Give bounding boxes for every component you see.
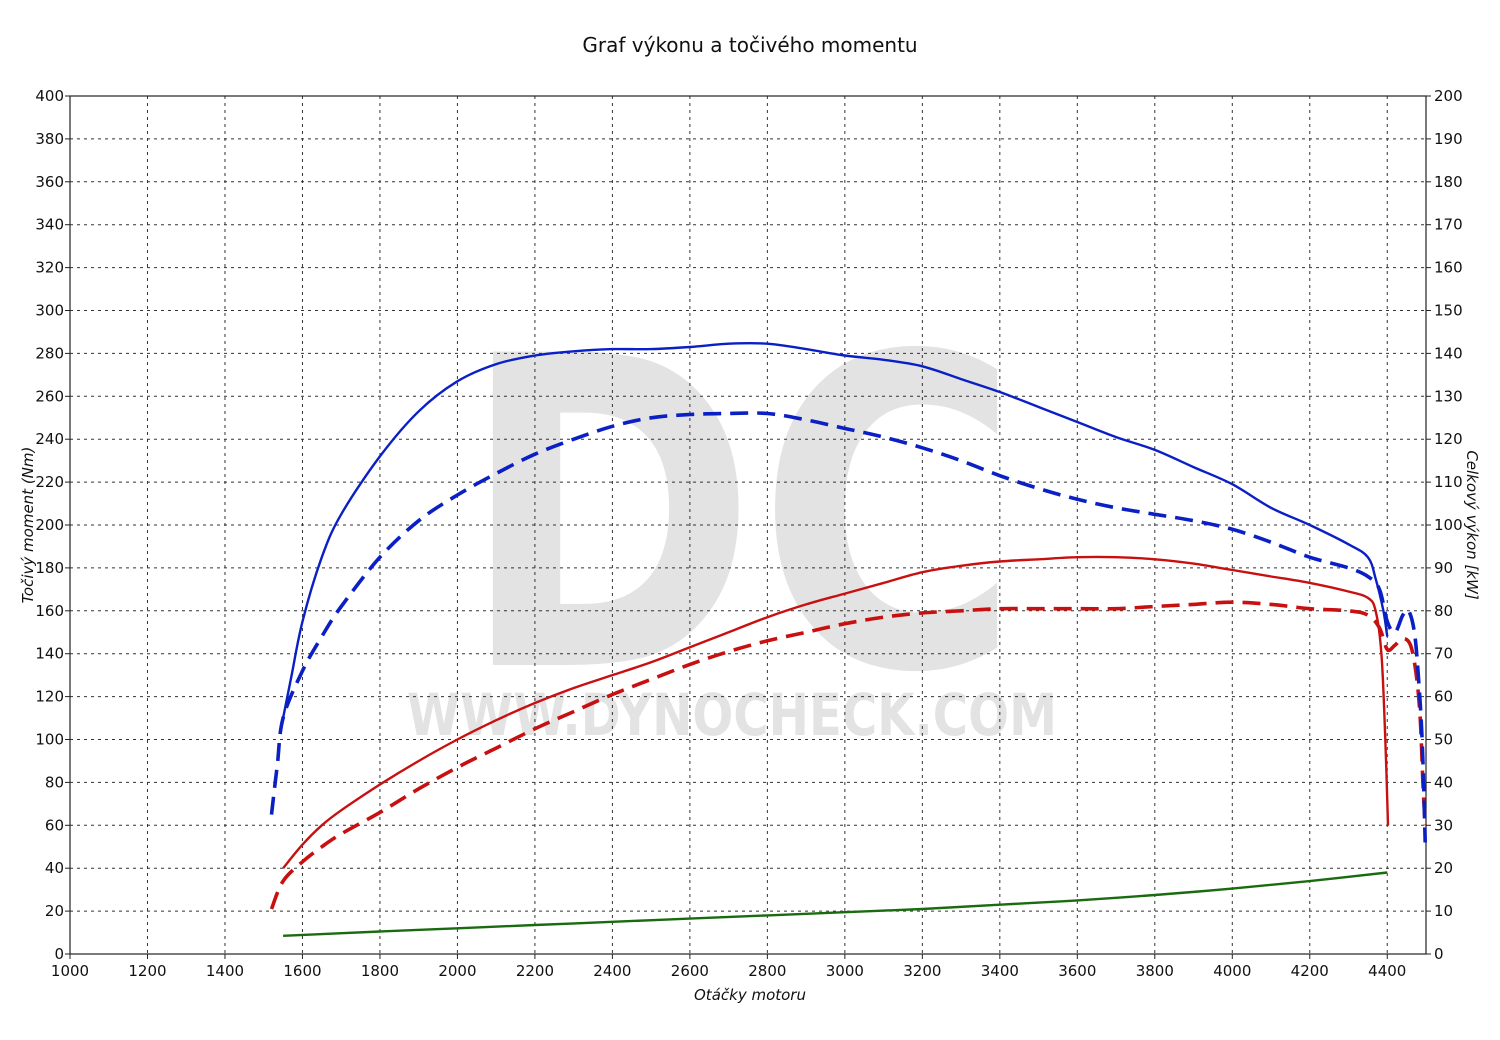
y-tick-label-left: 380	[35, 130, 64, 148]
y-tick-label-left: 200	[35, 516, 64, 534]
grid	[70, 95, 1426, 954]
y-tick-label-right: 130	[1434, 387, 1463, 405]
x-tick-label: 3800	[1136, 962, 1174, 980]
y-tick-label-left: 260	[35, 387, 64, 405]
x-tick-label: 4200	[1291, 962, 1329, 980]
y-axis-label-left: Točivý moment (Nm)	[19, 447, 37, 604]
y-tick-label-left: 160	[35, 602, 64, 620]
y-tick-label-left: 300	[35, 302, 64, 320]
y-tick-label-left: 240	[35, 430, 64, 448]
series-line-0	[281, 342, 1389, 719]
y-tick-label-left: 360	[35, 173, 64, 191]
watermark-logo: DC	[460, 267, 1020, 767]
watermark: DC WWW.DYNOCHECK.COM	[407, 267, 1057, 767]
y-tick-label-right: 150	[1434, 302, 1463, 320]
x-tick-label: 2400	[593, 962, 631, 980]
y-tick-label-right: 0	[1434, 945, 1444, 963]
x-tick-label: 2000	[438, 962, 476, 980]
y-tick-label-left: 0	[54, 945, 64, 963]
y-tick-label-right: 40	[1434, 773, 1453, 791]
y-tick-label-right: 140	[1434, 344, 1463, 362]
x-axis-label: Otáčky motoru	[694, 986, 806, 1004]
chart-title: Graf výkonu a točivého momentu	[582, 33, 917, 57]
x-tick-label: 2800	[748, 962, 786, 980]
y-tick-label-left: 220	[35, 473, 64, 491]
x-tick-label: 1000	[51, 962, 89, 980]
series-line-2	[282, 555, 1390, 869]
y-tick-label-right: 70	[1434, 645, 1453, 663]
y-tick-label-right: 60	[1434, 688, 1453, 706]
series-line-3	[269, 600, 1427, 910]
y-tick-label-left: 60	[45, 816, 64, 834]
y-tick-label-right: 20	[1434, 859, 1453, 877]
y-tick-label-right: 120	[1434, 430, 1463, 448]
x-tick-label: 4000	[1213, 962, 1251, 980]
y-tick-label-left: 180	[35, 559, 64, 577]
x-tick-label: 3000	[826, 962, 864, 980]
series-line-1	[269, 411, 1427, 843]
y-tick-label-left: 80	[45, 773, 64, 791]
y-tick-label-right: 200	[1434, 87, 1463, 105]
series-line-4	[283, 871, 1388, 937]
x-tick-label: 1400	[206, 962, 244, 980]
y-tick-label-right: 80	[1434, 602, 1453, 620]
x-tick-label: 3600	[1058, 962, 1096, 980]
x-tick-label: 1200	[128, 962, 166, 980]
y-tick-label-right: 30	[1434, 816, 1453, 834]
y-tick-label-left: 320	[35, 259, 64, 277]
x-tick-label: 4400	[1368, 962, 1406, 980]
y-tick-label-left: 340	[35, 216, 64, 234]
y-tick-label-left: 400	[35, 87, 64, 105]
y-tick-label-right: 110	[1434, 473, 1463, 491]
y-tick-label-right: 90	[1434, 559, 1453, 577]
x-tick-label: 1800	[361, 962, 399, 980]
x-ticks: 1000 1200 1400 1600 1800 2000 2200 2400 2600 2800…	[51, 954, 1406, 980]
watermark-url: WWW.DYNOCHECK.COM	[407, 681, 1057, 749]
y-ticks-left: 0 20 40 60 80 100 120 140 160 180 200 220 240 260 280 3…	[35, 87, 70, 963]
y-tick-label-right: 50	[1434, 731, 1453, 749]
x-tick-label: 3400	[981, 962, 1019, 980]
y-tick-label-left: 120	[35, 688, 64, 706]
x-tick-label: 1600	[283, 962, 321, 980]
y-tick-label-right: 190	[1434, 130, 1463, 148]
y-ticks-right: 0 10 20 30 40 50 60 70 80 90 100 110 120 130 140 150 160…	[1426, 87, 1463, 963]
y-tick-label-left: 100	[35, 731, 64, 749]
y-tick-label-right: 170	[1434, 216, 1463, 234]
y-tick-label-left: 40	[45, 859, 64, 877]
y-tick-label-right: 180	[1434, 173, 1463, 191]
series-layer	[269, 342, 1427, 937]
x-tick-label: 2200	[516, 962, 554, 980]
y-tick-label-right: 100	[1434, 516, 1463, 534]
y-axis-label-right: Celkový výkon [kW]	[1463, 450, 1481, 600]
y-tick-label-right: 160	[1434, 259, 1463, 277]
y-tick-label-left: 140	[35, 645, 64, 663]
x-tick-label: 3200	[903, 962, 941, 980]
x-tick-label: 2600	[671, 962, 709, 980]
y-tick-label-left: 20	[45, 902, 64, 920]
y-tick-label-right: 10	[1434, 902, 1453, 920]
y-tick-label-left: 280	[35, 344, 64, 362]
